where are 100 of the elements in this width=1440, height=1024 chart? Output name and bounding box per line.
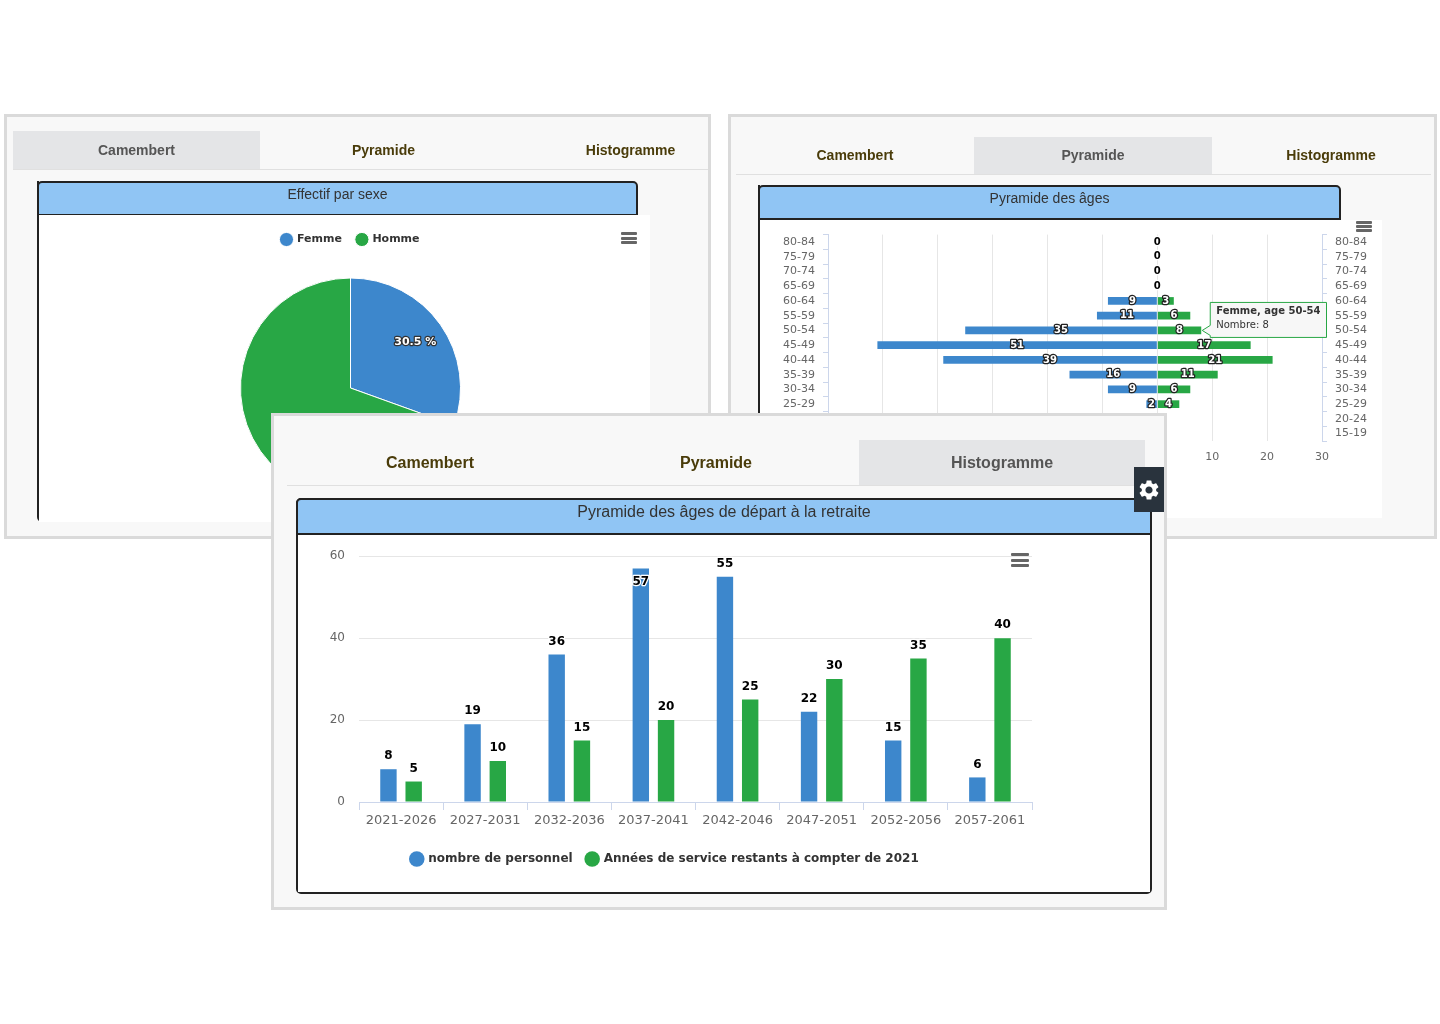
text: Camembert bbox=[385, 454, 475, 471]
text: Histogramme bbox=[585, 142, 676, 158]
bar bbox=[1157, 341, 1251, 350]
bar bbox=[716, 576, 734, 802]
x-tick-label: 30 bbox=[1315, 450, 1329, 464]
y2-tick-label: 60-64 bbox=[1335, 293, 1367, 307]
y-tick-label: 35-39 bbox=[783, 367, 815, 381]
y-tick-label: 55-59 bbox=[783, 308, 815, 322]
text: Pyramide bbox=[679, 454, 753, 471]
x-tick-label: 2037-2041 bbox=[618, 812, 689, 828]
y-tick-label: 50-54 bbox=[783, 323, 815, 337]
data-label: 40 bbox=[994, 617, 1011, 632]
bar bbox=[464, 724, 481, 802]
x-tick-label: 2021-2026 bbox=[365, 812, 437, 828]
data-label: 19 bbox=[464, 703, 481, 718]
x-tick-label: 2042-2046 bbox=[702, 812, 773, 828]
y-tick-label: 20 bbox=[329, 712, 345, 727]
data-label: 57 bbox=[632, 573, 650, 588]
data-label: 6 bbox=[1170, 382, 1178, 394]
selected-tab: Camembert bbox=[13, 131, 260, 169]
bar bbox=[800, 711, 818, 802]
bar bbox=[489, 761, 507, 802]
data-label: 39 bbox=[1043, 353, 1058, 365]
data-label: 0 bbox=[1153, 250, 1161, 262]
x-tick-label: 2047-2051 bbox=[786, 812, 858, 828]
y2-tick-label: 25-29 bbox=[1335, 397, 1367, 410]
y-tick-label: 60 bbox=[329, 548, 345, 563]
y2-tick-label: 70-74 bbox=[1335, 264, 1367, 278]
y2-tick-label: 75-79 bbox=[1335, 249, 1367, 263]
text: Camembert bbox=[816, 147, 894, 163]
chart-title: Pyramide des âges de départ à la retraite bbox=[577, 503, 871, 520]
bar bbox=[380, 769, 397, 802]
bar bbox=[969, 777, 986, 802]
data-label: 35 bbox=[910, 637, 927, 652]
x-tick-label: 10 bbox=[1205, 450, 1220, 464]
y2-tick-label: 35-39 bbox=[1335, 367, 1367, 381]
y2-tick-label: 40-44 bbox=[1335, 352, 1367, 366]
annotation: Femme, age 50-54 Nombre: 8 bbox=[1216, 305, 1321, 331]
x-tick-label: 2032-2036 bbox=[533, 812, 605, 828]
legend-label: Homme bbox=[372, 232, 420, 246]
bar bbox=[994, 638, 1011, 802]
data-label: 0 bbox=[1153, 265, 1161, 277]
text: Pyramide bbox=[351, 142, 416, 158]
y2-tick-label: 30-34 bbox=[1335, 382, 1367, 396]
title-bar: Pyramide des âges bbox=[758, 185, 1341, 220]
data-label: 6 bbox=[1170, 309, 1178, 321]
data-label: 30.5 % bbox=[394, 335, 437, 349]
data-label: 20 bbox=[657, 699, 675, 714]
title-bar: Pyramide des âges de départ à la retraite bbox=[296, 498, 1152, 535]
y-tick-label: 75-79 bbox=[783, 249, 815, 263]
text: Histogramme bbox=[1286, 147, 1376, 163]
y2-tick-label: 20-24 bbox=[1335, 411, 1367, 425]
y-tick-label: 80-84 bbox=[783, 234, 815, 248]
y-tick-label: 60-64 bbox=[783, 293, 815, 307]
data-label: 21 bbox=[1208, 353, 1223, 365]
y2-tick-label: 65-69 bbox=[1335, 279, 1367, 293]
legend-label: Femme bbox=[296, 232, 342, 246]
bar bbox=[548, 654, 565, 802]
chart-title: Effectif par sexe bbox=[287, 186, 388, 202]
x-tick-label: 20 bbox=[1260, 450, 1275, 464]
bar bbox=[884, 740, 902, 802]
data-label: 0 bbox=[1153, 235, 1161, 247]
x-tick-label: 2052-2056 bbox=[870, 812, 942, 828]
legend-label: Années de service restants à compter de 2021 bbox=[603, 851, 919, 866]
data-label: 25 bbox=[741, 678, 759, 693]
y-tick-label: 40-44 bbox=[783, 352, 815, 366]
bar bbox=[943, 356, 1157, 364]
selected-tab: Pyramide bbox=[974, 137, 1212, 174]
data-label: 8 bbox=[1176, 324, 1184, 336]
data-label: 6 bbox=[973, 756, 982, 771]
y-tick-label: 65-69 bbox=[783, 279, 815, 293]
chart-title: Pyramide des âges bbox=[989, 190, 1110, 206]
bar bbox=[632, 568, 650, 802]
data-label: 2 bbox=[1148, 397, 1156, 409]
data-label: 22 bbox=[800, 691, 818, 705]
bar bbox=[1157, 356, 1273, 364]
y-tick-label: 30-34 bbox=[783, 382, 815, 396]
data-label: 0 bbox=[1153, 279, 1161, 291]
data-label: 9 bbox=[1128, 382, 1136, 394]
bar bbox=[910, 658, 927, 802]
data-label: 3 bbox=[1162, 294, 1170, 306]
data-label: 36 bbox=[548, 633, 566, 648]
y2-tick-label: 55-59 bbox=[1335, 308, 1367, 322]
y-tick-label: 45-49 bbox=[783, 338, 815, 352]
legend-label: nombre de personnel bbox=[428, 851, 573, 866]
bar bbox=[657, 720, 675, 802]
data-label: 11 bbox=[1180, 368, 1195, 380]
data-label: 4 bbox=[1165, 397, 1173, 409]
bar bbox=[877, 341, 1157, 350]
data-label: 16 bbox=[1106, 368, 1121, 380]
data-label: 9 bbox=[1128, 294, 1136, 306]
data-label: 55 bbox=[716, 555, 734, 570]
y-tick-label: 25-29 bbox=[783, 397, 815, 410]
data-label: 30 bbox=[825, 658, 843, 673]
data-label: 15 bbox=[884, 719, 902, 734]
data-label: 8 bbox=[384, 748, 393, 763]
y-tick-label: 70-74 bbox=[783, 264, 815, 278]
bar bbox=[741, 699, 759, 802]
data-label: 10 bbox=[489, 740, 507, 755]
data-label: 5 bbox=[409, 760, 418, 775]
